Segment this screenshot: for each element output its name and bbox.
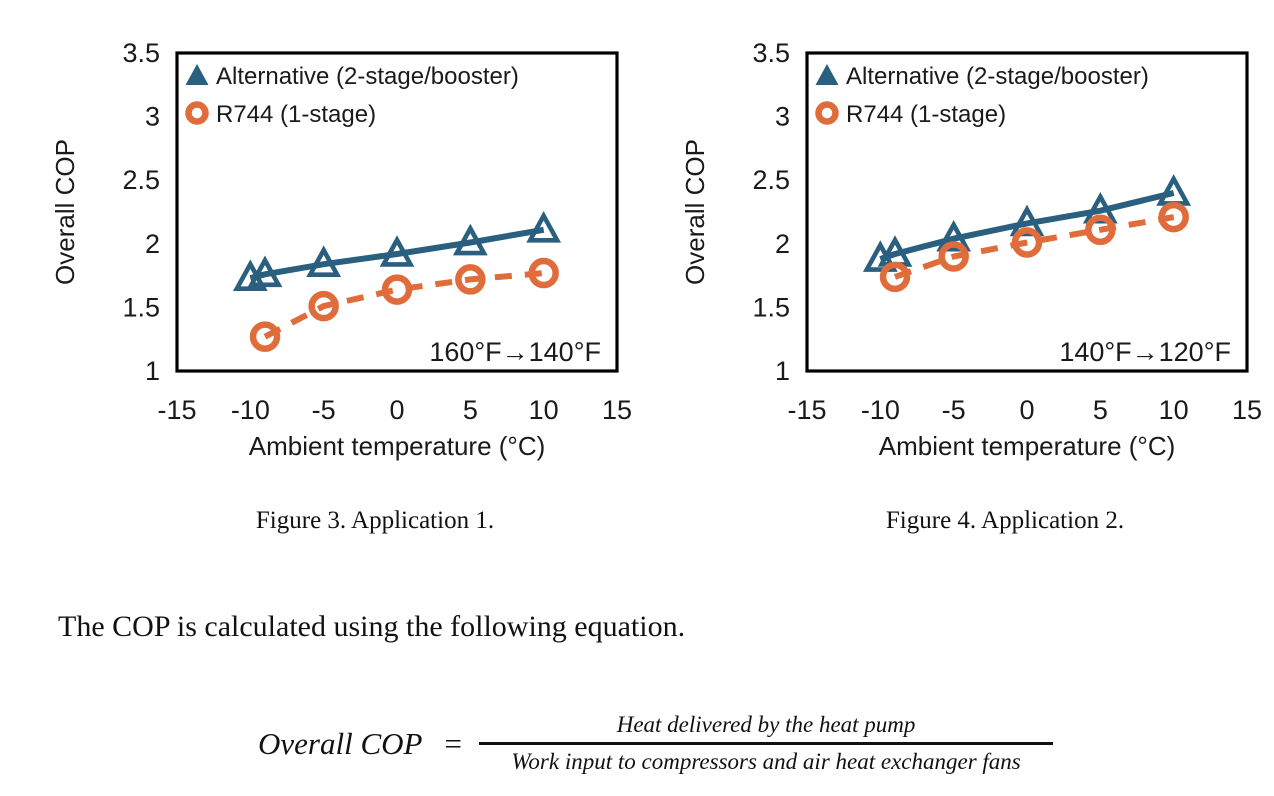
- y-tick-label: 1.5: [752, 292, 790, 322]
- equation-fraction: Heat delivered by the heat pump Work inp…: [479, 712, 1053, 775]
- y-tick-label: 1: [775, 356, 790, 386]
- legend-circle-marker-icon: [185, 101, 209, 125]
- legend-label: R744 (1-stage): [846, 101, 1006, 128]
- triangle-marker-icon: [306, 245, 342, 277]
- x-tick-label: -15: [157, 395, 196, 425]
- y-tick-label: 3: [775, 102, 790, 132]
- legend-circle-marker-icon: [815, 101, 839, 125]
- alternative-line: [249, 226, 545, 282]
- y-tick-label: 2.5: [122, 165, 160, 195]
- r744-line: [263, 270, 544, 340]
- triangle-marker-icon: [1009, 204, 1045, 237]
- circle-marker-icon: [528, 257, 559, 289]
- x-tick-label: -10: [231, 395, 270, 425]
- x-tick-label: 10: [529, 395, 559, 425]
- plot-border: [805, 51, 1249, 373]
- temperature-annotation: 140°F→120°F: [1059, 337, 1231, 367]
- body-paragraph: The COP is calculated using the followin…: [58, 610, 686, 643]
- y-axis-title: Overall COP: [50, 139, 80, 285]
- legend-label: R744 (1-stage): [216, 101, 376, 128]
- x-tick-label: 0: [1019, 395, 1034, 425]
- x-axis-title: Ambient temperature (°C): [879, 431, 1176, 461]
- y-tick-label: 3.5: [122, 38, 160, 68]
- legend-triangle-marker-icon: [185, 64, 209, 85]
- circle-marker-icon: [1011, 227, 1043, 258]
- r744-line: [894, 214, 1175, 280]
- cop-chart-application-2: 1 1.5 2 2.5 3 3.5 -15 -10 -5 0 5 10 15 Ambient temper…: [680, 38, 1262, 461]
- figure-3-caption: Figure 3. Application 1.: [255, 507, 495, 534]
- y-axis-title: Overall COP: [680, 139, 710, 285]
- y-tick-label: 3: [145, 102, 160, 132]
- x-tick-label: -15: [787, 395, 826, 425]
- circle-marker-icon: [381, 274, 413, 305]
- triangle-marker-icon: [452, 223, 488, 256]
- legend-triangle-marker-icon: [815, 64, 839, 85]
- triangle-marker-icon: [247, 255, 283, 288]
- equation-numerator: Heat delivered by the heat pump: [616, 712, 916, 737]
- y-tick-label: 1.5: [122, 292, 160, 322]
- circle-marker-icon: [455, 264, 486, 295]
- x-tick-label: 0: [389, 395, 404, 425]
- triangle-marker-icon: [1082, 191, 1118, 224]
- y-tick-label: 2: [145, 229, 160, 259]
- circle-marker-icon: [938, 241, 969, 272]
- equation-equals-sign: =: [442, 725, 464, 761]
- cop-chart-application-1: 1 1.5 2 2.5 3 3.5 -15 -10 -5 0 5 10 15 Ambient temper…: [50, 38, 632, 461]
- legend-label: Alternative (2-stage/booster): [216, 63, 519, 90]
- x-tick-label: -5: [312, 395, 336, 425]
- x-tick-label: 5: [1093, 395, 1108, 425]
- equation-denominator: Work input to compressors and air heat e…: [511, 749, 1021, 774]
- x-tick-label: 5: [463, 395, 478, 425]
- plot-border: [175, 51, 619, 373]
- circle-marker-icon: [879, 261, 911, 293]
- y-tick-label: 2: [775, 229, 790, 259]
- legend-label: Alternative (2-stage/booster): [846, 63, 1149, 90]
- circle-marker-icon: [308, 290, 339, 322]
- alternative-line: [879, 189, 1175, 262]
- triangle-marker-icon: [1156, 174, 1192, 206]
- x-tick-label: 15: [1232, 395, 1262, 425]
- circle-marker-icon: [249, 321, 281, 352]
- equation-lhs: Overall COP: [258, 725, 423, 761]
- x-axis-title: Ambient temperature (°C): [249, 431, 546, 461]
- y-tick-label: 1: [145, 356, 160, 386]
- circle-marker-icon: [1085, 214, 1116, 246]
- x-tick-label: 15: [602, 395, 632, 425]
- y-tick-label: 3.5: [752, 38, 790, 68]
- cop-equation: Overall COP = Heat delivered by the heat…: [258, 712, 1053, 775]
- x-tick-label: -5: [942, 395, 966, 425]
- x-tick-label: -10: [861, 395, 900, 425]
- x-tick-label: 10: [1159, 395, 1189, 425]
- circle-marker-icon: [1158, 201, 1189, 233]
- figure-4-caption: Figure 4. Application 2.: [885, 507, 1125, 534]
- y-tick-label: 2.5: [752, 165, 790, 195]
- temperature-annotation: 160°F→140°F: [429, 337, 601, 367]
- triangle-marker-icon: [379, 235, 415, 267]
- triangle-marker-icon: [936, 219, 972, 252]
- triangle-marker-icon: [526, 211, 562, 243]
- fraction-bar: [479, 742, 1053, 745]
